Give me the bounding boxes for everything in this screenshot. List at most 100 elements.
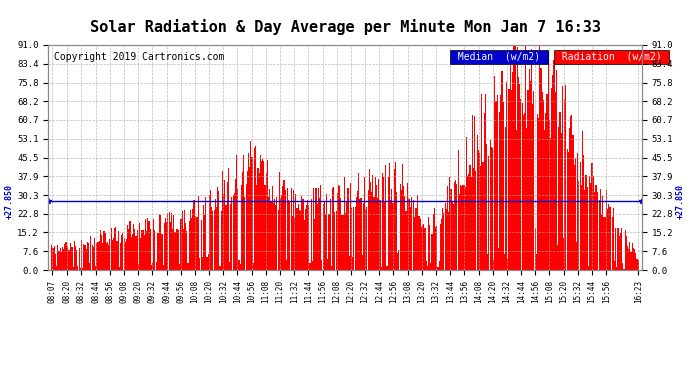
Bar (626, 236, 627, 270)
Bar (120, 243, 121, 270)
Bar (581, 184, 582, 270)
Bar (621, 228, 622, 270)
Bar (553, 60, 555, 270)
Bar (86, 249, 87, 270)
Bar (422, 225, 423, 270)
Bar (218, 191, 219, 270)
Bar (310, 199, 312, 270)
Bar (268, 197, 269, 270)
Bar (234, 194, 235, 270)
Bar (421, 227, 422, 270)
Bar (70, 243, 71, 270)
Bar (603, 217, 604, 270)
Bar (128, 229, 130, 270)
Bar (57, 245, 59, 270)
Bar (370, 182, 371, 270)
Bar (575, 158, 576, 270)
Bar (568, 152, 569, 270)
Bar (144, 236, 145, 270)
Bar (264, 185, 266, 270)
Bar (454, 182, 455, 270)
Bar (526, 128, 527, 270)
Bar (173, 216, 175, 270)
Bar (257, 168, 259, 270)
Bar (74, 242, 75, 270)
Bar (124, 238, 125, 270)
Bar (383, 177, 384, 270)
Bar (59, 248, 61, 270)
Bar (577, 153, 578, 270)
Bar (545, 113, 546, 270)
Bar (223, 194, 224, 270)
Bar (622, 262, 623, 270)
Bar (184, 210, 185, 270)
Bar (583, 155, 584, 270)
Bar (250, 141, 251, 270)
Bar (511, 90, 512, 270)
Bar (80, 268, 81, 270)
Bar (171, 213, 172, 270)
Bar (428, 217, 429, 270)
Bar (178, 230, 179, 270)
Bar (325, 214, 326, 270)
Bar (353, 207, 355, 270)
Bar (540, 69, 542, 270)
Bar (210, 190, 211, 270)
Bar (606, 190, 607, 270)
Bar (627, 246, 628, 270)
Bar (152, 263, 153, 270)
Bar (64, 244, 66, 270)
Bar (573, 165, 575, 270)
Bar (219, 266, 221, 270)
Bar (582, 130, 583, 270)
Bar (161, 234, 163, 270)
Bar (462, 185, 464, 270)
Bar (537, 114, 538, 270)
Bar (513, 45, 514, 270)
Bar (442, 208, 443, 270)
Bar (208, 254, 209, 270)
Bar (624, 230, 626, 270)
Bar (520, 99, 522, 270)
Bar (377, 198, 378, 270)
Bar (423, 224, 424, 270)
Bar (535, 254, 537, 270)
Bar (287, 188, 288, 270)
Bar (611, 217, 613, 270)
Bar (495, 101, 497, 270)
Bar (339, 186, 340, 270)
Bar (449, 177, 451, 270)
Bar (193, 200, 195, 270)
Text: +27.850: +27.850 (676, 184, 684, 219)
Bar (249, 167, 250, 270)
Bar (217, 187, 218, 270)
Bar (280, 198, 281, 270)
Bar (558, 128, 560, 270)
Bar (92, 247, 94, 270)
Bar (195, 216, 196, 270)
Bar (591, 163, 593, 270)
Bar (371, 192, 372, 270)
Bar (570, 116, 571, 270)
Bar (89, 263, 90, 270)
Bar (376, 185, 377, 270)
Bar (191, 217, 193, 270)
Bar (247, 171, 248, 270)
Bar (236, 155, 237, 270)
Bar (222, 171, 223, 270)
Bar (319, 198, 320, 270)
Bar (139, 223, 140, 270)
Bar (533, 91, 535, 270)
Bar (284, 190, 286, 270)
Bar (381, 267, 382, 270)
Bar (248, 153, 249, 270)
Bar (368, 169, 370, 270)
Bar (562, 86, 563, 270)
Bar (633, 248, 634, 270)
Bar (527, 90, 529, 270)
Bar (61, 252, 62, 270)
Bar (549, 120, 550, 270)
Bar (328, 214, 330, 270)
Bar (515, 130, 517, 270)
Bar (409, 199, 410, 270)
